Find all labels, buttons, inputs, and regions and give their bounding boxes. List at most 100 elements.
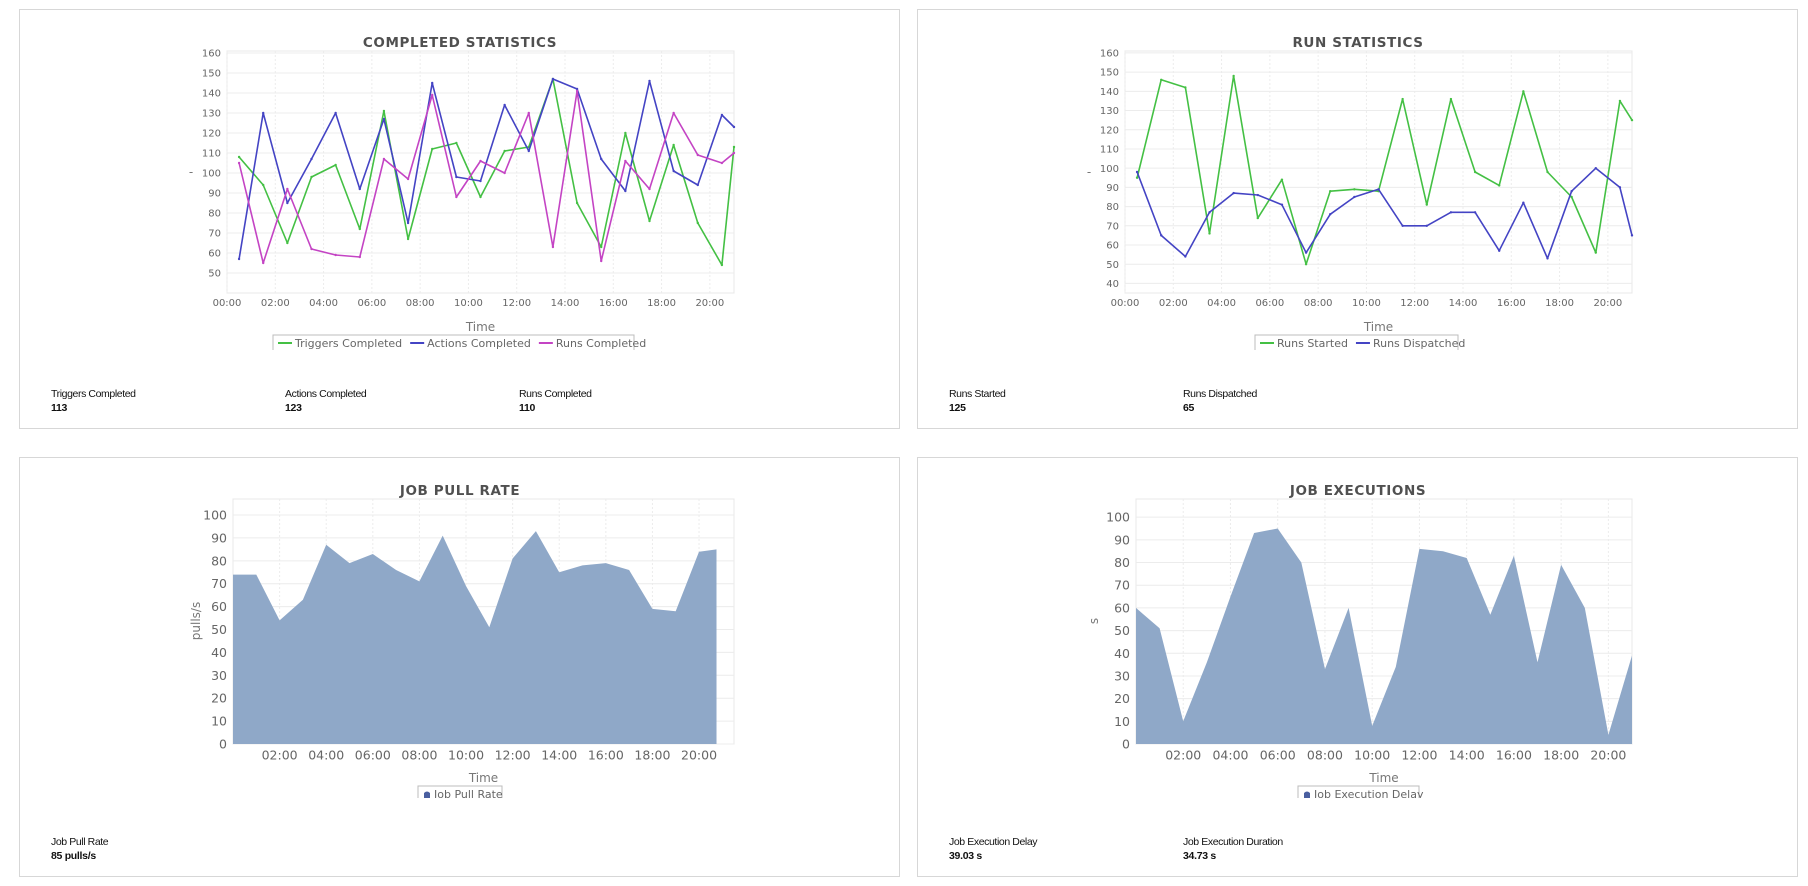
data-point bbox=[600, 157, 603, 161]
data-point bbox=[262, 261, 265, 265]
y-tick-label: 100 bbox=[202, 169, 221, 180]
legend-label-runs-completed: Runs Completed bbox=[556, 337, 646, 350]
x-tick-label: 12:00 bbox=[1400, 298, 1429, 309]
plot-area bbox=[226, 50, 735, 294]
y-tick-label: 90 bbox=[1114, 532, 1130, 547]
x-tick-label: 08:00 bbox=[406, 298, 435, 309]
x-tick-label: 20:00 bbox=[681, 748, 717, 763]
data-point bbox=[551, 77, 555, 81]
legend-label-actions-completed: Actions Completed bbox=[427, 337, 531, 350]
data-point bbox=[334, 253, 337, 257]
data-point bbox=[1160, 78, 1163, 82]
data-point bbox=[696, 221, 699, 225]
y-tick-label: 70 bbox=[1114, 578, 1130, 593]
y-axis-title: s bbox=[1087, 618, 1101, 624]
data-point bbox=[527, 111, 530, 115]
data-point bbox=[1473, 211, 1477, 214]
data-point bbox=[624, 131, 627, 135]
y-tick-label: 20 bbox=[1114, 691, 1130, 706]
x-tick-label: 04:00 bbox=[1207, 298, 1236, 309]
data-point bbox=[1498, 249, 1501, 252]
x-tick-label: 10:00 bbox=[1354, 748, 1390, 763]
data-point bbox=[1449, 97, 1453, 101]
x-axis-title: Time bbox=[1368, 771, 1398, 785]
data-point bbox=[358, 187, 361, 191]
x-axis-title: Time bbox=[1363, 320, 1393, 334]
data-point bbox=[237, 155, 241, 159]
data-point bbox=[1401, 97, 1404, 101]
job-executions-chart: 0 10 20 30 40 50 60 70 80 90 100 02:00 04:00 06:00 08:… bbox=[1087, 483, 1633, 798]
job-pull-rate-panel: 0 10 20 30 40 50 60 70 80 90 100 02:00 04:00 06:00 08:… bbox=[19, 457, 900, 877]
data-point bbox=[334, 111, 337, 115]
y-tick-label: 160 bbox=[202, 49, 221, 60]
data-point bbox=[262, 111, 265, 115]
y-tick-label: 140 bbox=[1100, 87, 1119, 98]
y-tick-label: 70 bbox=[211, 576, 227, 591]
data-point bbox=[1401, 224, 1404, 227]
data-point bbox=[1280, 203, 1284, 206]
data-point bbox=[1498, 184, 1501, 187]
data-point bbox=[1184, 255, 1187, 258]
legend-label-runs-dispatched: Runs Dispatched bbox=[1373, 337, 1465, 350]
y-axis-title: - bbox=[1087, 165, 1091, 179]
data-point bbox=[1570, 190, 1573, 193]
chart-title: JOB PULL RATE bbox=[399, 483, 520, 499]
y-tick-label: 150 bbox=[1100, 68, 1119, 79]
x-tick-label: 06:00 bbox=[357, 298, 386, 309]
chart-title: COMPLETED STATISTICS bbox=[363, 35, 557, 51]
stat-value: 39.03 s bbox=[949, 850, 982, 862]
y-tick-label: 100 bbox=[1100, 164, 1119, 175]
run-statistics-chart: 40 50 60 70 80 90 100 110 120 130 140 150 160 00:00 02… bbox=[1087, 35, 1634, 350]
data-point bbox=[310, 175, 313, 179]
x-tick-label: 04:00 bbox=[308, 748, 344, 763]
data-point bbox=[310, 247, 313, 251]
stat-label: Job Pull Rate bbox=[51, 836, 109, 848]
data-point bbox=[720, 113, 724, 117]
x-tick-label: 16:00 bbox=[588, 748, 624, 763]
y-tick-label: 90 bbox=[1106, 183, 1119, 194]
y-tick-label: 10 bbox=[1114, 714, 1130, 729]
stat-job-execution-duration: Job Execution Duration 34.73 s bbox=[1183, 836, 1283, 864]
x-tick-label: 14:00 bbox=[1449, 298, 1478, 309]
data-point bbox=[503, 103, 506, 107]
y-tick-label: 120 bbox=[202, 129, 221, 140]
series-line-runs-started bbox=[1136, 75, 1633, 265]
x-tick-label: 08:00 bbox=[1307, 748, 1343, 763]
y-tick-label: 100 bbox=[1106, 510, 1130, 525]
x-axis-title: Time bbox=[468, 771, 498, 785]
data-point bbox=[732, 151, 736, 155]
legend-box bbox=[417, 785, 503, 798]
data-point bbox=[286, 187, 289, 191]
x-tick-label: 10:00 bbox=[1352, 298, 1381, 309]
y-tick-label: 10 bbox=[211, 714, 227, 729]
data-point bbox=[1304, 262, 1308, 266]
data-point bbox=[406, 237, 410, 241]
x-tick-label: 16:00 bbox=[599, 298, 628, 309]
data-point bbox=[672, 143, 675, 147]
legend-label-triggers-completed: Triggers Completed bbox=[294, 337, 402, 350]
x-tick-label: 20:00 bbox=[1593, 298, 1622, 309]
data-point bbox=[455, 175, 458, 179]
x-tick-label: 14:00 bbox=[1449, 748, 1485, 763]
data-point bbox=[1594, 166, 1597, 170]
x-tick-label: 04:00 bbox=[309, 298, 338, 309]
data-point bbox=[720, 161, 724, 165]
data-point bbox=[732, 145, 736, 149]
x-tick-label: 06:00 bbox=[1260, 748, 1296, 763]
stat-label: Runs Completed bbox=[519, 388, 592, 400]
x-tick-label: 02:00 bbox=[262, 748, 298, 763]
data-point bbox=[551, 245, 555, 249]
stat-label: Job Execution Delay bbox=[949, 836, 1038, 848]
x-tick-label: 14:00 bbox=[541, 748, 577, 763]
y-tick-label: 60 bbox=[208, 249, 221, 260]
y-tick-label: 130 bbox=[1100, 106, 1119, 117]
series-line-runs-completed bbox=[238, 90, 735, 264]
data-point bbox=[624, 159, 627, 163]
stat-label: Actions Completed bbox=[285, 388, 367, 400]
y-tick-label: 40 bbox=[1106, 279, 1119, 290]
data-point bbox=[479, 159, 482, 163]
data-point bbox=[358, 227, 361, 231]
data-point bbox=[382, 109, 386, 113]
stat-runs-dispatched: Runs Dispatched 65 bbox=[1183, 388, 1257, 416]
data-point bbox=[1618, 99, 1622, 103]
